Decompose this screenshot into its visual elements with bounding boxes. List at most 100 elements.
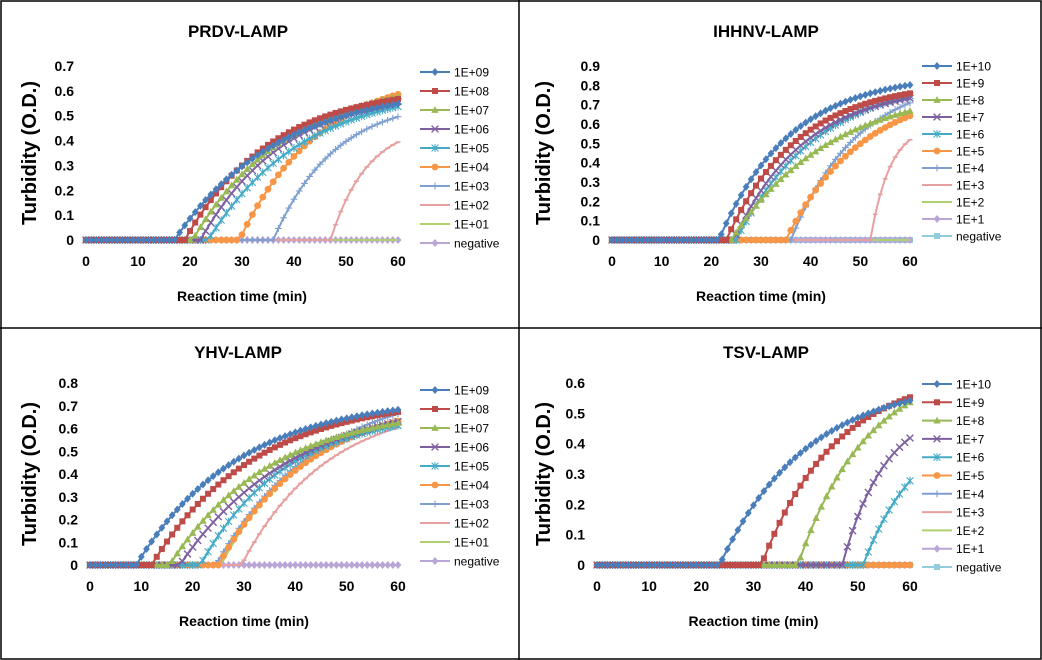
legend-item: 1E+3 xyxy=(922,179,985,193)
data-point xyxy=(837,157,844,165)
data-point xyxy=(245,484,254,493)
data-point xyxy=(837,149,844,157)
data-point xyxy=(832,101,839,110)
data-point xyxy=(608,236,616,244)
data-point xyxy=(787,166,795,174)
data-point xyxy=(266,446,273,453)
data-point xyxy=(851,134,859,142)
data-point xyxy=(265,461,274,469)
data-point xyxy=(739,517,747,526)
data-point xyxy=(389,114,397,122)
data-point xyxy=(885,506,893,514)
data-point xyxy=(384,101,391,110)
x-tick-label: 60 xyxy=(390,253,406,269)
data-point xyxy=(906,80,914,89)
legend-label: 1E+9 xyxy=(956,396,985,410)
data-point xyxy=(259,147,267,156)
data-point xyxy=(827,168,834,175)
data-point xyxy=(301,444,310,451)
data-point xyxy=(249,211,256,219)
data-point xyxy=(743,198,750,205)
legend-label: 1E+4 xyxy=(956,487,985,501)
data-point xyxy=(906,434,914,442)
data-point xyxy=(202,196,209,205)
data-point xyxy=(757,236,765,244)
y-axis-label: Turbidity (O.D.) xyxy=(533,81,555,225)
data-point xyxy=(822,117,829,124)
data-point xyxy=(312,440,320,447)
data-point xyxy=(379,407,386,416)
x-tick-label: 10 xyxy=(130,253,146,269)
data-point xyxy=(183,535,192,543)
data-point xyxy=(286,430,294,439)
data-point xyxy=(747,236,755,244)
data-point xyxy=(811,147,820,155)
data-point xyxy=(688,236,695,244)
data-point xyxy=(678,236,685,244)
data-point xyxy=(286,561,294,569)
data-point xyxy=(859,411,867,420)
data-point xyxy=(250,445,258,454)
data-point xyxy=(276,480,284,488)
data-point xyxy=(217,180,225,189)
data-point xyxy=(250,507,258,515)
data-point xyxy=(807,467,814,474)
legend-item: 1E+3 xyxy=(922,506,985,520)
legend-label: negative xyxy=(956,230,1002,244)
data-point xyxy=(296,446,305,454)
data-point xyxy=(302,561,309,569)
data-point xyxy=(264,163,272,172)
data-point xyxy=(311,117,318,124)
legend-item: negative xyxy=(922,561,1002,575)
data-point xyxy=(750,562,757,568)
y-tick-label: 0.4 xyxy=(581,155,601,171)
data-point xyxy=(395,96,401,103)
data-point xyxy=(374,561,381,569)
data-point xyxy=(875,561,883,569)
legend-marker xyxy=(431,481,439,489)
data-point xyxy=(245,514,253,522)
data-point xyxy=(230,487,238,494)
data-point xyxy=(363,561,371,569)
data-point xyxy=(342,111,350,120)
data-point xyxy=(807,526,815,534)
data-point xyxy=(822,492,831,500)
legend-item: 1E+05 xyxy=(420,142,489,156)
legend-item: 1E+6 xyxy=(922,128,985,142)
data-point xyxy=(301,179,308,187)
data-point xyxy=(233,195,241,204)
legend-label: 1E+05 xyxy=(454,460,489,474)
data-point xyxy=(781,561,789,568)
data-point xyxy=(838,561,847,569)
data-point xyxy=(275,138,282,147)
data-point xyxy=(358,107,365,116)
data-point xyxy=(227,181,236,189)
data-point xyxy=(718,555,726,564)
data-point xyxy=(767,236,775,244)
legend-label: 1E+9 xyxy=(956,77,985,91)
data-point xyxy=(261,495,268,503)
data-point xyxy=(333,561,340,569)
data-point xyxy=(797,448,804,457)
data-point xyxy=(176,237,183,243)
data-point xyxy=(306,119,313,126)
data-point xyxy=(214,500,223,508)
data-point xyxy=(762,236,770,244)
data-point xyxy=(881,124,889,131)
data-point xyxy=(178,557,187,566)
data-point xyxy=(222,187,231,195)
data-point xyxy=(353,412,361,421)
y-tick-label: 0 xyxy=(592,232,600,248)
data-point xyxy=(786,561,794,568)
data-point xyxy=(245,448,253,457)
data-point xyxy=(722,219,730,228)
data-point xyxy=(906,112,914,120)
data-point xyxy=(379,98,386,105)
data-point xyxy=(906,476,914,485)
data-point xyxy=(219,496,228,503)
data-point xyxy=(224,491,233,499)
data-point xyxy=(217,203,226,212)
data-point xyxy=(838,465,846,473)
data-point xyxy=(189,489,197,498)
legend-item: 1E+4 xyxy=(922,487,985,501)
